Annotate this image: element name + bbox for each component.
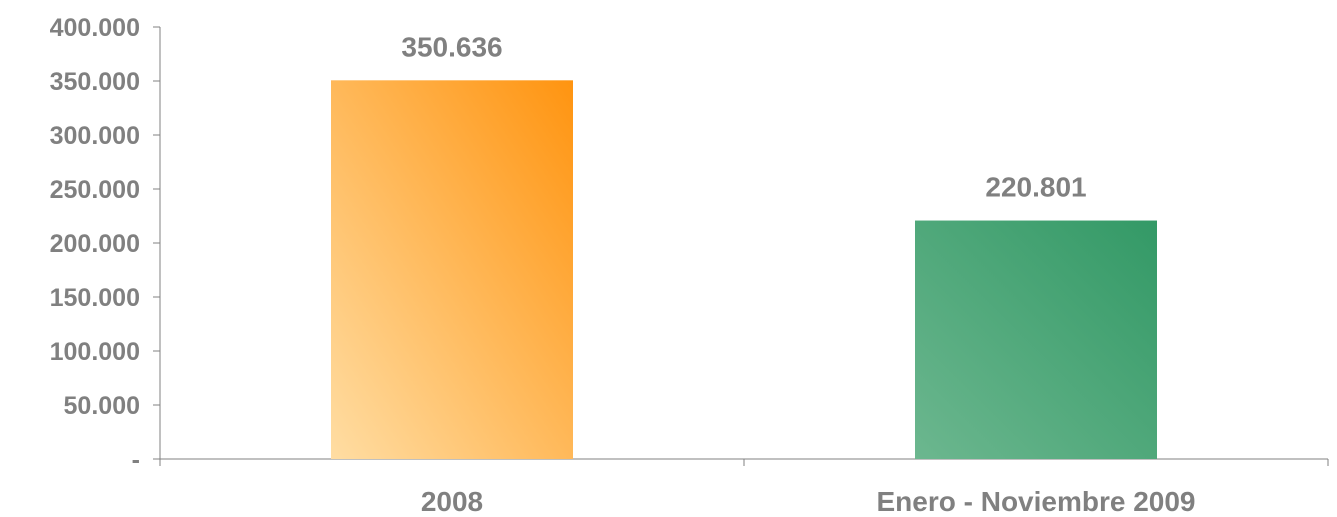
- data-label: 350.636: [401, 31, 502, 62]
- y-axis: - 50.000 100.000 150.000 200.000 250.000 300.0…: [50, 14, 161, 474]
- y-tick-label: 350.000: [50, 68, 140, 96]
- y-tick-label: 200.000: [50, 230, 140, 258]
- bar-2008: [331, 80, 573, 460]
- data-labels: 350.636 220.801: [401, 31, 1086, 202]
- y-tick-label: 150.000: [50, 284, 140, 312]
- category-labels: 2008 Enero - Noviembre 2009: [421, 486, 1196, 517]
- y-tick-label: 50.000: [64, 392, 140, 420]
- y-tick-label: 300.000: [50, 122, 140, 150]
- y-tick-label: 250.000: [50, 176, 140, 204]
- y-tick-label: 100.000: [50, 338, 140, 366]
- x-axis: [159, 458, 1329, 466]
- y-tick-label: 400.000: [50, 14, 140, 42]
- x-category-label: Enero - Noviembre 2009: [876, 486, 1195, 517]
- y-tick-label: -: [132, 446, 140, 474]
- bar-enero-noviembre-2009: [915, 220, 1157, 459]
- data-label: 220.801: [985, 172, 1086, 203]
- x-category-label: 2008: [421, 486, 483, 517]
- bars: [331, 80, 1157, 460]
